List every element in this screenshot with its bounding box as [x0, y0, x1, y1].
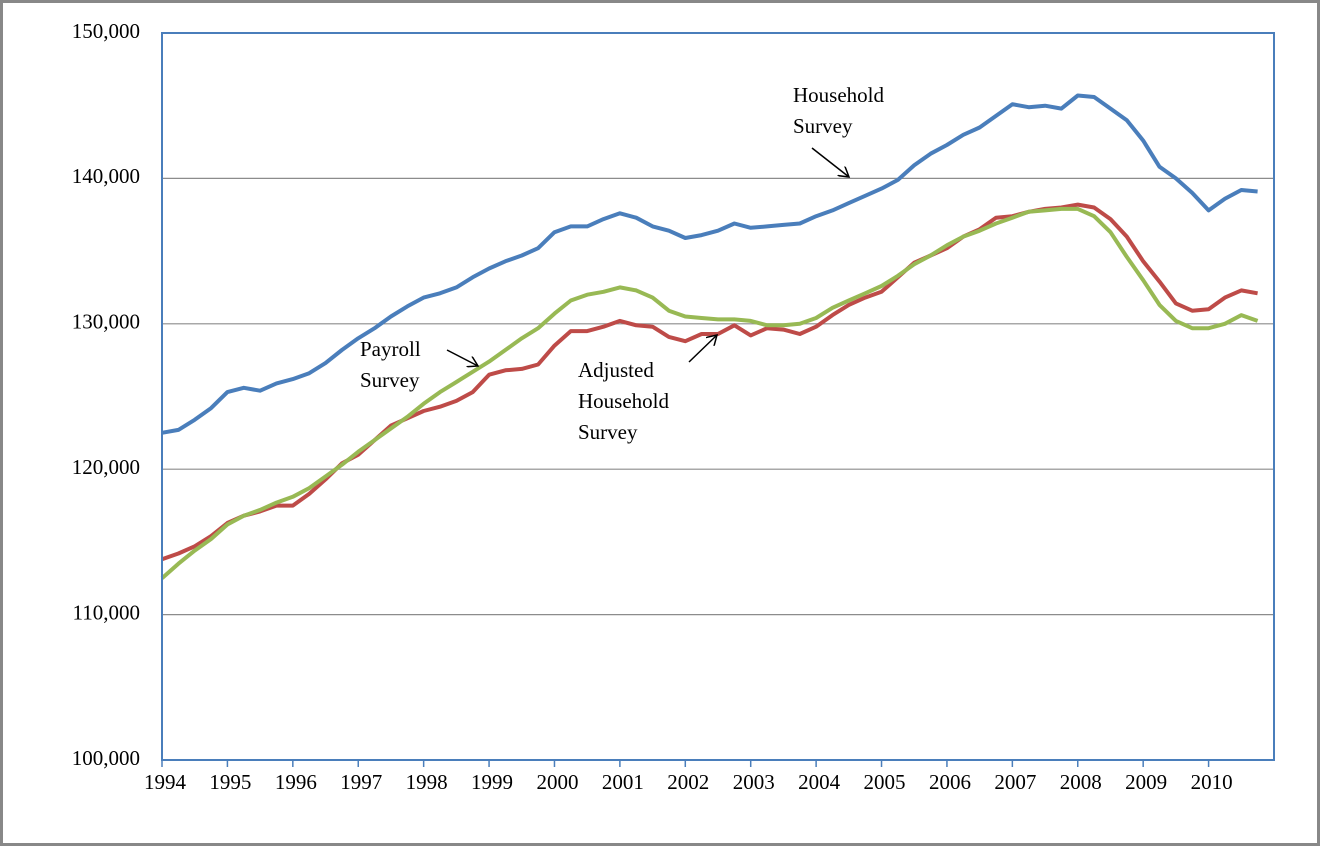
x-tick-label: 1997	[340, 770, 382, 794]
arrow	[688, 335, 717, 363]
x-tick-label: 1994	[144, 770, 187, 794]
annotation: Survey	[578, 420, 638, 444]
y-tick-label: 110,000	[73, 600, 140, 624]
y-tick-label: 130,000	[72, 310, 140, 334]
annotation: Household	[578, 389, 669, 413]
x-tick-label: 2001	[602, 770, 644, 794]
y-tick-label: 140,000	[72, 164, 140, 188]
arrow	[446, 349, 478, 366]
x-tick-label: 2009	[1125, 770, 1167, 794]
annotation: Survey	[793, 114, 853, 138]
plot-border	[161, 32, 1275, 761]
x-tick-label: 2003	[733, 770, 775, 794]
series-line	[160, 206, 1259, 580]
x-tick-label: 2002	[667, 770, 709, 794]
x-tick-label: 2006	[929, 770, 971, 794]
x-tick-label: 1995	[209, 770, 251, 794]
x-tick-label: 2004	[798, 770, 841, 794]
x-tick-label: 2000	[536, 770, 578, 794]
x-tick-label: 1996	[275, 770, 317, 794]
annotation: Survey	[360, 368, 420, 392]
x-tick-label: 2010	[1191, 770, 1233, 794]
x-tick-label: 1999	[471, 770, 513, 794]
annotation: Household	[793, 83, 884, 107]
y-tick-label: 120,000	[72, 455, 140, 479]
y-tick-label: 100,000	[72, 746, 140, 770]
annotation: Adjusted	[578, 358, 654, 382]
arrow	[811, 147, 849, 177]
x-tick-label: 2008	[1060, 770, 1102, 794]
x-tick-label: 2005	[864, 770, 906, 794]
x-tick-label: 2007	[994, 770, 1036, 794]
x-tick-label: 1998	[406, 770, 448, 794]
y-tick-label: 150,000	[72, 19, 140, 43]
annotation: Payroll	[360, 337, 421, 361]
series-line	[161, 93, 1258, 435]
